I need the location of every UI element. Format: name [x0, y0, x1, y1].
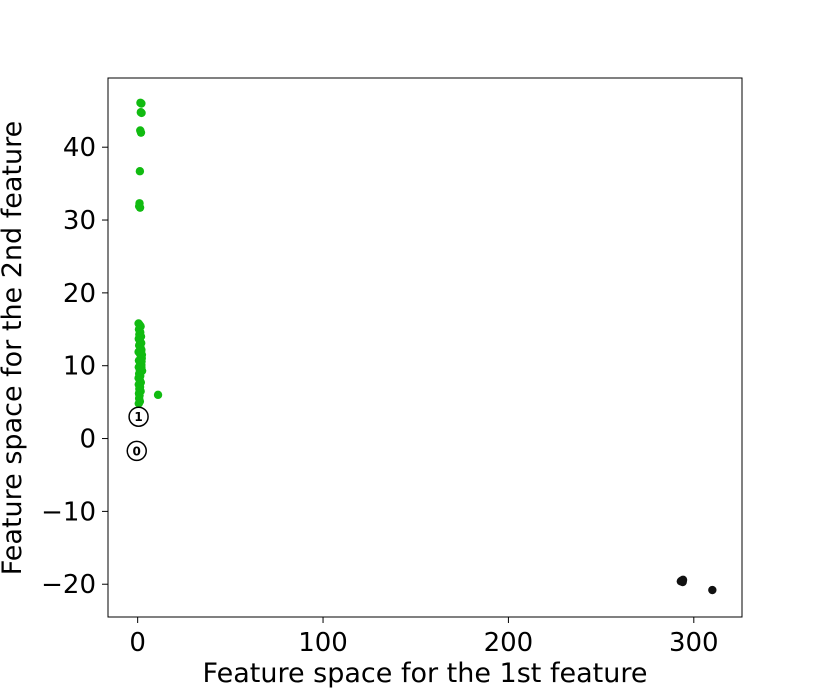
points-layer — [134, 98, 717, 595]
data-point — [136, 346, 146, 356]
x-tick-label: 0 — [129, 628, 146, 658]
plot-frame — [107, 77, 743, 618]
y-tick-label: 0 — [79, 425, 96, 455]
y-tick-label: −10 — [41, 497, 96, 527]
x-tick-label: 200 — [484, 628, 534, 658]
x-axis-label: Feature space for the 1st feature — [203, 658, 648, 689]
cluster-label: 0 — [133, 444, 141, 458]
data-point — [153, 390, 163, 400]
cluster-marker — [126, 440, 147, 462]
y-tick-label: 40 — [63, 133, 96, 163]
y-tick-label: 30 — [63, 206, 96, 236]
data-point — [137, 99, 146, 108]
data-point — [137, 108, 146, 118]
y-axis-label: Feature space for the 2nd feature — [0, 121, 28, 576]
data-point — [678, 575, 688, 585]
data-point — [137, 362, 146, 372]
cluster-annotations: 10 — [126, 406, 149, 462]
cluster-marker — [128, 406, 149, 427]
y-tick-label: 10 — [63, 352, 96, 382]
x-axis-ticks: 0 100 200 300 — [129, 617, 719, 658]
y-axis-ticks: −20 −10 0 10 20 30 40 — [41, 133, 108, 600]
y-tick-label: −20 — [41, 570, 96, 600]
data-point — [136, 128, 146, 137]
data-point — [135, 203, 145, 212]
data-point — [134, 399, 143, 408]
y-tick-label: 20 — [63, 279, 96, 309]
cluster-label: 1 — [134, 410, 142, 424]
x-tick-label: 100 — [298, 628, 348, 658]
data-point — [135, 167, 145, 176]
data-point — [708, 585, 717, 595]
x-tick-label: 300 — [669, 628, 719, 658]
